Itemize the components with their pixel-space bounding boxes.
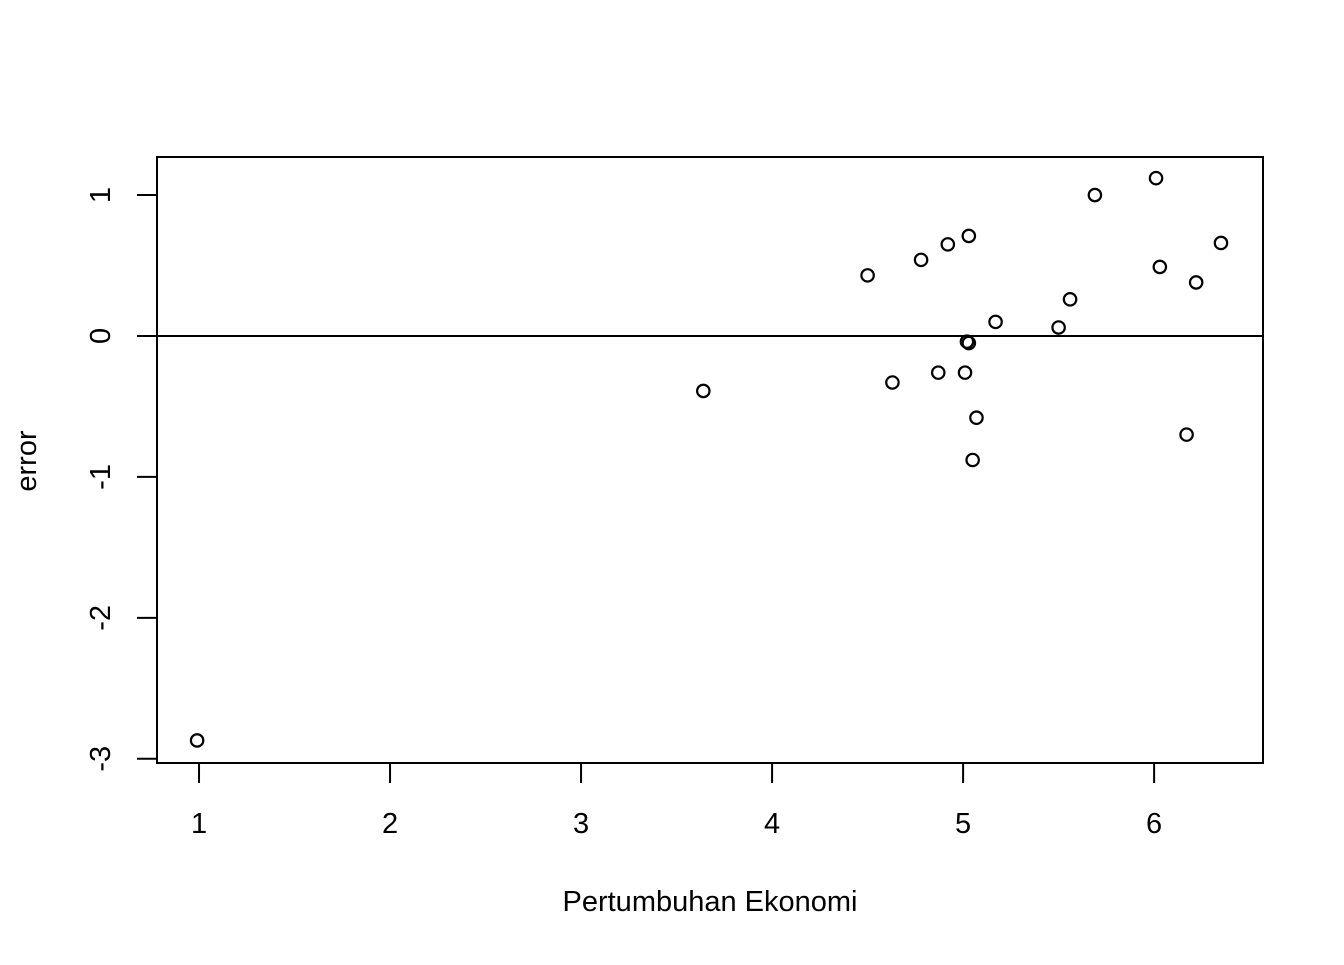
data-point (913, 252, 929, 268)
y-tick-label: 0 (85, 328, 117, 344)
x-tick-label: 6 (1146, 808, 1162, 840)
data-point (189, 733, 205, 748)
x-tick-label: 2 (382, 808, 398, 840)
data-point (957, 365, 973, 380)
data-point (1213, 235, 1229, 251)
data-point (1148, 170, 1164, 186)
data-point (696, 383, 711, 399)
x-tick-label: 4 (764, 808, 780, 840)
y-tick-label: 1 (85, 187, 117, 203)
data-point (1179, 427, 1194, 442)
data-point (969, 410, 984, 426)
x-axis-label: Pertumbuhan Ekonomi (563, 886, 858, 918)
data-points (189, 170, 1229, 748)
plot-frame (156, 156, 1264, 764)
data-point (1188, 275, 1204, 290)
data-point (1152, 259, 1168, 275)
data-point (940, 237, 956, 252)
y-tick-label: -1 (85, 464, 117, 490)
x-tick-label: 1 (191, 808, 207, 840)
y-axis: -3 -2 -1 0 1 (85, 187, 158, 772)
data-point (860, 268, 875, 283)
y-tick-label: -3 (85, 746, 117, 772)
data-point (885, 375, 900, 390)
data-point (1087, 187, 1103, 203)
data-point (988, 314, 1003, 330)
x-tick-label: 5 (955, 808, 971, 840)
y-axis-label: error (11, 430, 43, 492)
x-axis: 1 2 3 4 5 6 (191, 762, 1162, 840)
data-point (965, 452, 980, 468)
data-point (1062, 292, 1078, 307)
y-tick-label: -2 (85, 605, 117, 631)
data-point (961, 228, 977, 244)
data-point (1051, 320, 1066, 335)
x-tick-label: 3 (573, 808, 589, 840)
data-point (961, 335, 977, 351)
data-point (930, 365, 946, 380)
